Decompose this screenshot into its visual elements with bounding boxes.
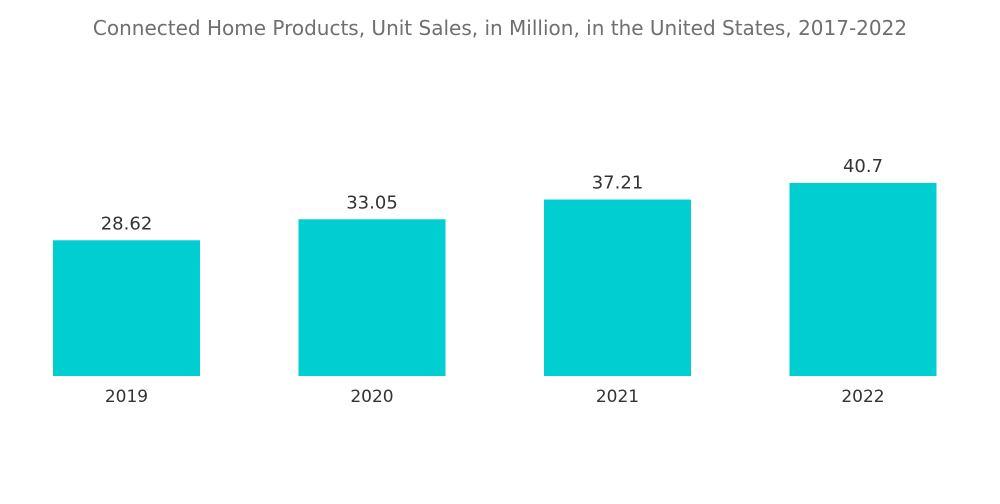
chart-title: Connected Home Products, Unit Sales, in … (92, 16, 908, 40)
bar-2020 (298, 219, 446, 376)
data-label-2022: 40.7 (843, 156, 883, 177)
x-tick-label-2022: 2022 (841, 387, 884, 407)
x-tick-label-2019: 2019 (105, 387, 148, 407)
data-label-2021: 37.21 (592, 173, 644, 194)
bar-2022 (789, 183, 937, 376)
bar-2021 (544, 199, 691, 376)
x-tick-label-2020: 2020 (350, 387, 393, 407)
data-label-2019: 28.62 (101, 213, 153, 234)
x-tick-label-2021: 2021 (596, 387, 639, 407)
bar-2019 (53, 240, 200, 376)
data-label-2020: 33.05 (346, 192, 398, 213)
